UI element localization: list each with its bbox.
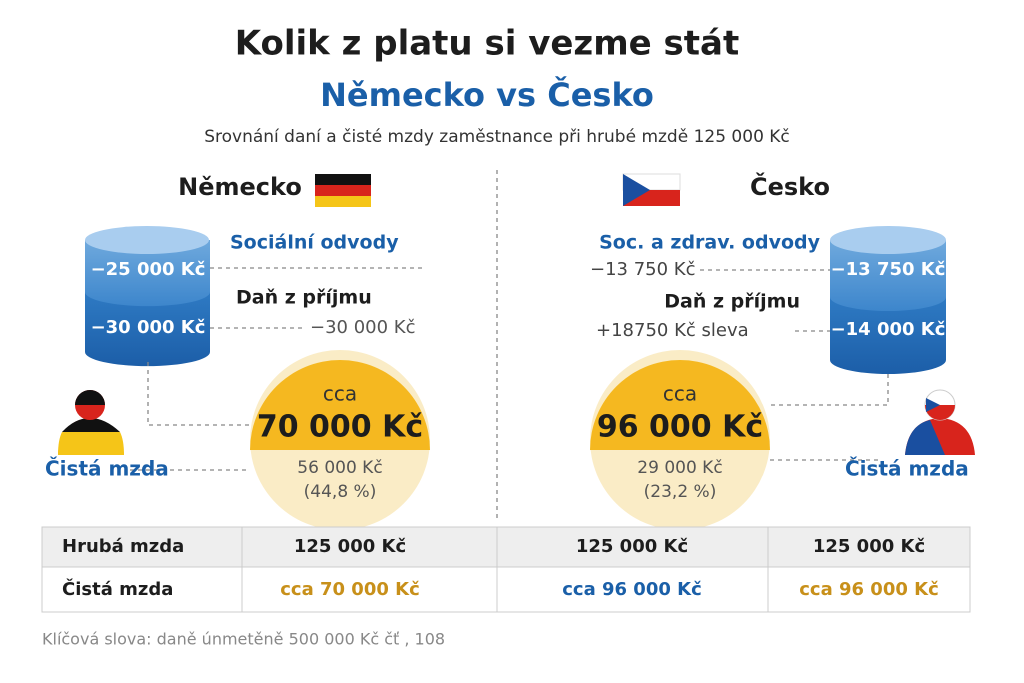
person-cz (905, 389, 975, 455)
label: Daň z příjmu (664, 291, 800, 313)
cylinder (85, 226, 210, 367)
table-cell: 125 000 Kč (294, 536, 406, 557)
tax-share: (23,2 %) (644, 482, 717, 502)
value: −13 750 Kč (590, 259, 696, 280)
value: −30 000 Kč (310, 317, 416, 338)
table-cell: 125 000 Kč (813, 536, 925, 557)
net-label: Čistá mzda (45, 457, 169, 481)
footer: Klíčová slova: daně únmetěně 500 000 Kč … (42, 630, 445, 649)
net-circle (250, 350, 430, 530)
connector (147, 362, 250, 426)
table-cell: cca 70 000 Kč (280, 579, 420, 600)
table-cell: Čistá mzda (62, 578, 173, 600)
description: Srovnání daní a čisté mzdy zaměstnance p… (204, 127, 790, 147)
table-cell: 125 000 Kč (576, 536, 688, 557)
flag-cz (622, 173, 681, 206)
table (41, 526, 971, 613)
net-circle (590, 350, 770, 530)
cylinder-label: −25 000 Kč (91, 259, 206, 280)
table-cell: Hrubá mzda (62, 536, 184, 557)
net-value: 70 000 Kč (257, 410, 423, 445)
connector (770, 374, 889, 406)
flag-de (315, 174, 371, 207)
country-name: Německo (178, 173, 302, 201)
table-cell: cca 96 000 Kč (799, 579, 939, 600)
value: +18750 Kč sleva (596, 320, 749, 341)
tax-total: 29 000 Kč (637, 458, 722, 478)
label: Daň z příjmu (236, 287, 372, 309)
tax-share: (44,8 %) (304, 482, 377, 502)
table-cell: cca 96 000 Kč (562, 579, 702, 600)
cylinder-label: −30 000 Kč (91, 317, 206, 338)
tax-total: 56 000 Kč (297, 458, 382, 478)
cylinder-label: −13 750 Kč (831, 259, 946, 280)
cylinder-label: −14 000 Kč (831, 319, 946, 340)
label: Soc. a zdrav. odvody (599, 232, 820, 254)
prefix: cca (323, 382, 357, 406)
net-label: Čistá mzda (845, 457, 969, 481)
prefix: cca (663, 382, 697, 406)
net-value: 96 000 Kč (597, 410, 763, 445)
country-name: Česko (750, 171, 830, 201)
cylinder (830, 226, 946, 374)
person-de (58, 390, 124, 455)
title: Kolik z platu si vezme stát (235, 24, 739, 64)
subtitle: Německo vs Česko (320, 75, 654, 114)
label: Sociální odvody (230, 232, 399, 254)
